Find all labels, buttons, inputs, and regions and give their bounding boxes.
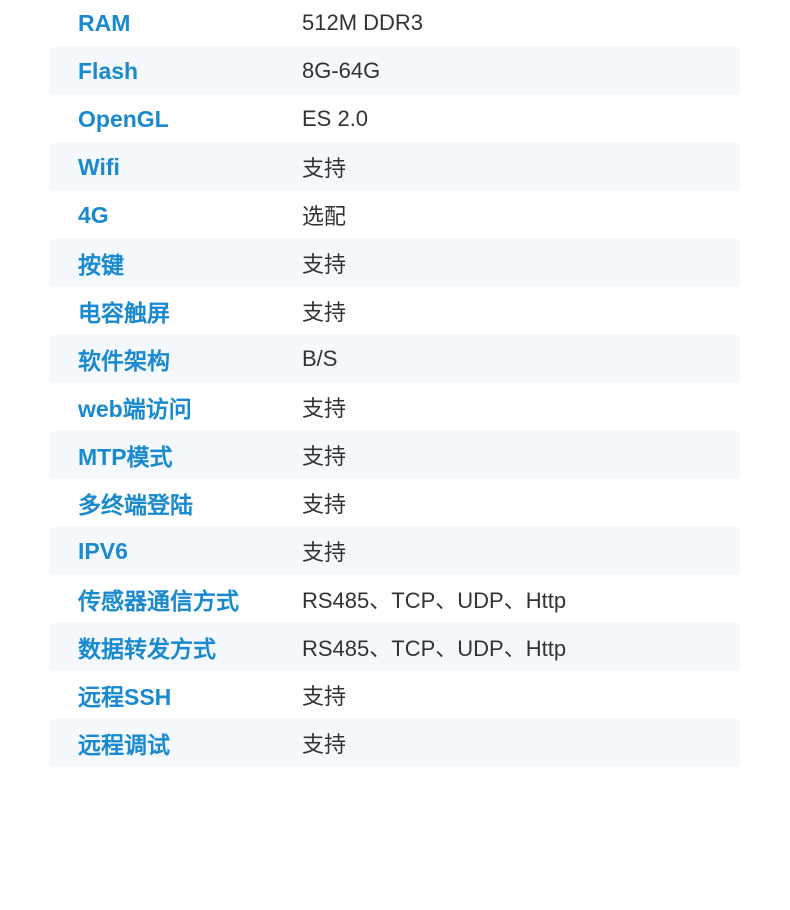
spec-row: IPV6 支持 bbox=[49, 527, 740, 575]
spec-label: 4G bbox=[78, 201, 109, 228]
spec-value: ES 2.0 bbox=[302, 106, 369, 131]
spec-label: OpenGL bbox=[78, 105, 169, 132]
spec-row: 传感器通信方式 RS485、TCP、UDP、Http bbox=[49, 575, 740, 623]
spec-row: MTP模式 支持 bbox=[49, 431, 740, 479]
spec-value: RS485、TCP、UDP、Http bbox=[302, 636, 567, 661]
spec-label: 按键 bbox=[78, 252, 124, 278]
spec-value: 选配 bbox=[302, 204, 347, 229]
spec-label: 软件架构 bbox=[78, 348, 170, 374]
spec-value: 8G-64G bbox=[302, 58, 381, 83]
spec-value: 支持 bbox=[302, 732, 347, 757]
spec-label: Wifi bbox=[78, 153, 120, 180]
spec-row: OpenGL ES 2.0 bbox=[49, 95, 740, 143]
spec-value: 支持 bbox=[302, 540, 347, 565]
spec-label: 数据转发方式 bbox=[78, 636, 216, 662]
spec-label: IPV6 bbox=[78, 537, 128, 564]
spec-label: 传感器通信方式 bbox=[78, 588, 239, 614]
spec-row: RAM 512M DDR3 bbox=[49, 0, 740, 47]
spec-label: 多终端登陆 bbox=[78, 492, 193, 518]
spec-value: 支持 bbox=[302, 396, 347, 421]
spec-row: 远程SSH 支持 bbox=[49, 671, 740, 719]
spec-value: 支持 bbox=[302, 444, 347, 469]
spec-value: 支持 bbox=[302, 684, 347, 709]
spec-value: 支持 bbox=[302, 156, 347, 181]
spec-row: Wifi 支持 bbox=[49, 143, 740, 191]
spec-value: 支持 bbox=[302, 300, 347, 325]
spec-table: RAM 512M DDR3 Flash 8G-64G OpenGL ES 2.0 Wifi 支… bbox=[49, 0, 740, 767]
spec-row: 数据转发方式 RS485、TCP、UDP、Http bbox=[49, 623, 740, 671]
spec-label: 电容触屏 bbox=[78, 300, 170, 326]
spec-row: web端访问 支持 bbox=[49, 383, 740, 431]
spec-label: Flash bbox=[78, 57, 139, 84]
spec-label: RAM bbox=[78, 9, 131, 36]
spec-row: 软件架构 B/S bbox=[49, 335, 740, 383]
spec-value: B/S bbox=[302, 346, 338, 371]
spec-row: Flash 8G-64G bbox=[49, 47, 740, 95]
spec-label: MTP模式 bbox=[78, 444, 173, 470]
spec-row: 4G 选配 bbox=[49, 191, 740, 239]
spec-row: 远程调试 支持 bbox=[49, 719, 740, 767]
spec-value: RS485、TCP、UDP、Http bbox=[302, 588, 567, 613]
spec-row: 电容触屏 支持 bbox=[49, 287, 740, 335]
spec-label: 远程调试 bbox=[78, 732, 170, 758]
spec-value: 支持 bbox=[302, 252, 347, 277]
spec-label: web端访问 bbox=[78, 396, 192, 422]
spec-label: 远程SSH bbox=[78, 684, 172, 710]
spec-value: 支持 bbox=[302, 492, 347, 517]
spec-row: 按键 支持 bbox=[49, 239, 740, 287]
spec-value: 512M DDR3 bbox=[302, 10, 424, 35]
spec-row: 多终端登陆 支持 bbox=[49, 479, 740, 527]
